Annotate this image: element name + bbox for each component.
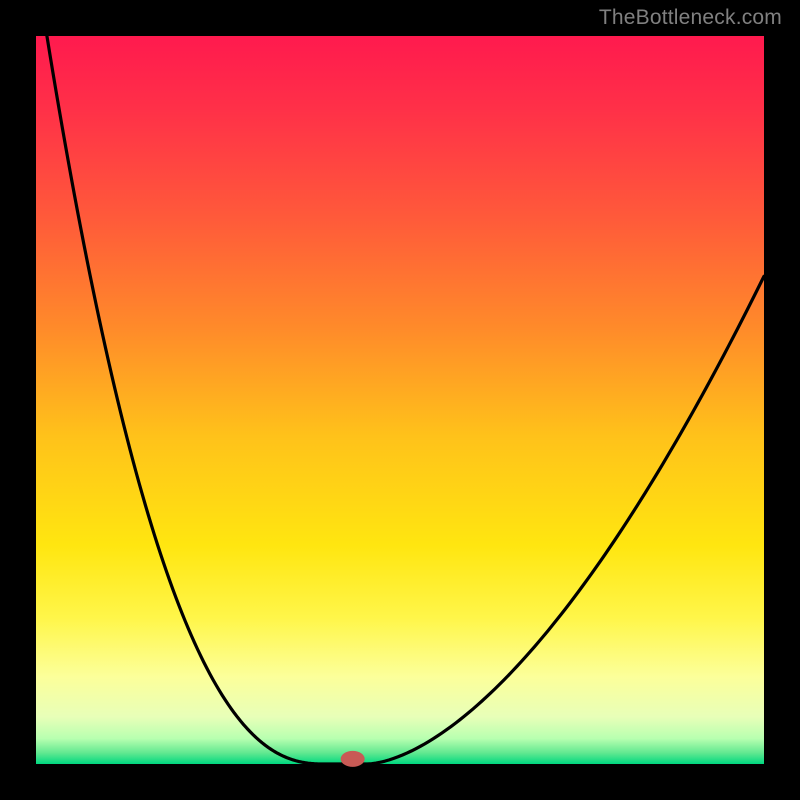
minimum-marker [341, 751, 365, 767]
chart-container: TheBottleneck.com [0, 0, 800, 800]
watermark-text: TheBottleneck.com [599, 6, 782, 30]
plot-background [36, 36, 764, 764]
bottleneck-chart [0, 0, 800, 800]
